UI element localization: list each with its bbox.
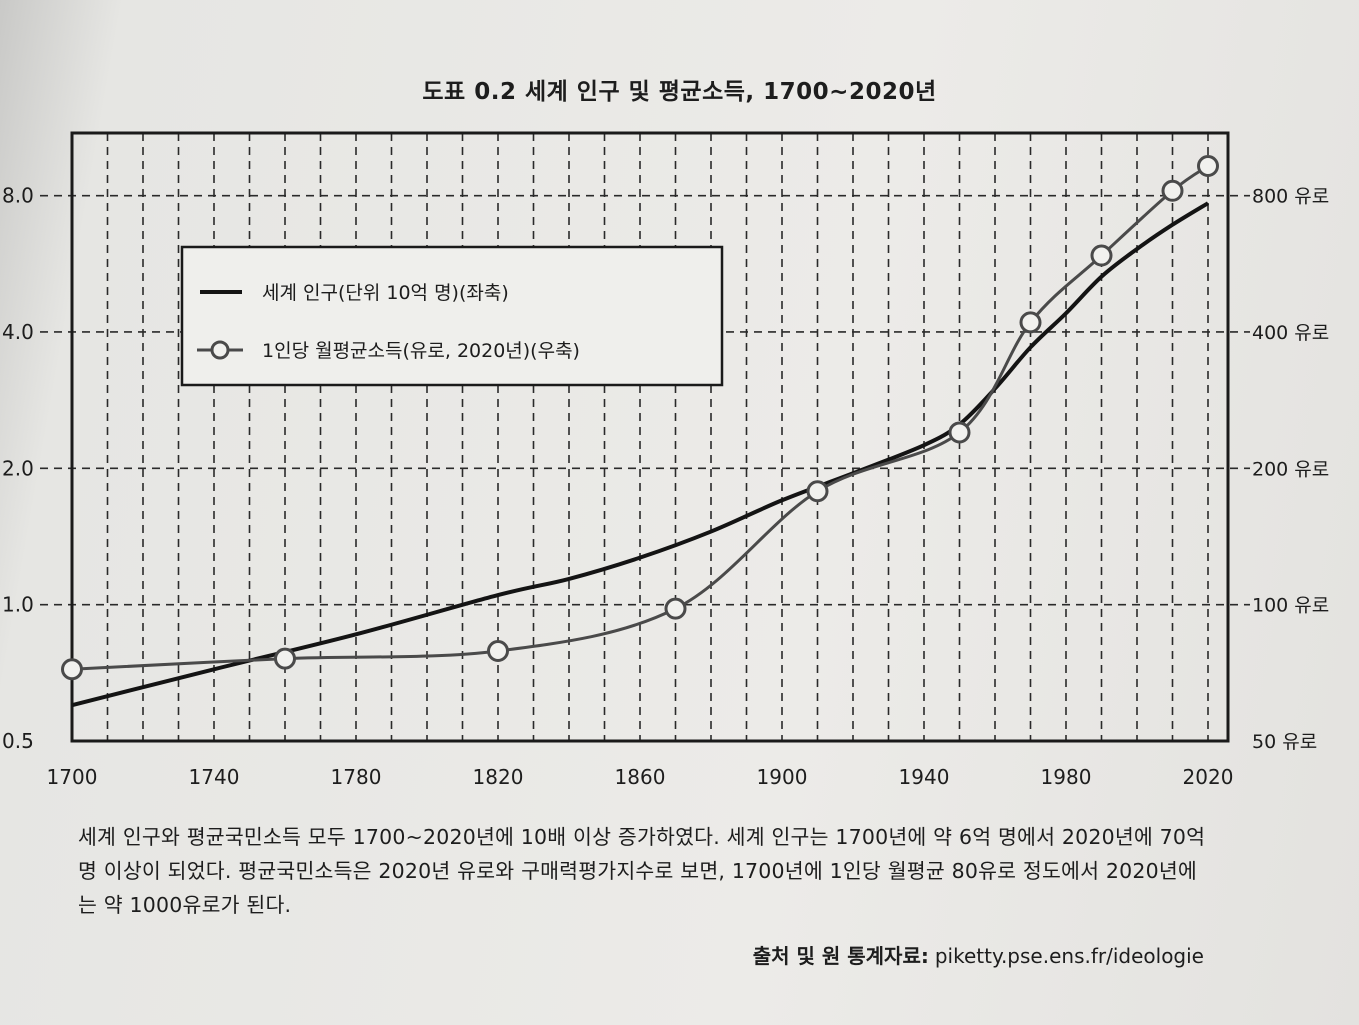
income-marker	[1019, 311, 1042, 334]
x-tick-label: 1940	[899, 765, 950, 789]
legend-marker-income	[210, 340, 230, 360]
figure-title: 도표 0.2 세계 인구 및 평균소득, 1700~2020년	[422, 79, 937, 105]
figure-caption: 세계 인구와 평균국민소득 모두 1700~2020년에 10배 이상 증가하였…	[78, 825, 1206, 917]
income-marker	[61, 658, 83, 681]
legend-box	[180, 245, 724, 387]
income-marker	[274, 647, 296, 670]
series-layer	[61, 155, 1219, 708]
income-marker	[1197, 155, 1219, 178]
income-marker	[1090, 244, 1113, 267]
y-left-tick-label: 8.0	[2, 184, 34, 208]
x-tick-label: 1780	[331, 765, 382, 789]
source-note: 출처 및 원 통계자료: piketty.pse.ens.fr/ideologie	[753, 940, 1204, 969]
y-right-tick-label: 200 유로	[1252, 458, 1329, 480]
x-tick-label: 1900	[757, 765, 808, 789]
income-marker	[487, 640, 509, 663]
income-marker	[948, 421, 971, 444]
y-right-tick-label: 100 유로	[1252, 595, 1329, 617]
y-right-tick-label: 800 유로	[1252, 186, 1329, 208]
y-right-tick-label: 50 유로	[1252, 731, 1317, 753]
source-label: 출처 및 원 통계자료:	[752, 944, 929, 968]
income-marker	[664, 597, 687, 620]
y-left-tick-label: 4.0	[2, 320, 34, 344]
source-url: piketty.pse.ens.fr/ideologie	[934, 944, 1204, 968]
x-tick-label: 1980	[1041, 765, 1092, 789]
x-tick-label: 1860	[615, 765, 666, 789]
x-tick-label: 1820	[473, 765, 524, 789]
x-tick-label: 1740	[189, 765, 240, 789]
income-marker	[1161, 179, 1184, 202]
grid-lines	[40, 133, 1250, 741]
y-right-tick-label: 400 유로	[1252, 322, 1329, 344]
tick-labels: 0.5 1.0 2.0 4.0 8.0 50 유로 100 유로 200 유로 400 유로 80…	[2, 184, 1329, 789]
y-left-tick-label: 2.0	[2, 456, 34, 480]
plot-frame	[70, 131, 1230, 743]
legend-label-income: 1인당 월평균소득(유로, 2020년)(우축)	[262, 340, 580, 362]
y-left-tick-label: 0.5	[2, 729, 34, 753]
income-marker	[806, 480, 829, 503]
x-tick-label: 1700	[47, 765, 98, 789]
x-tick-label: 2020	[1183, 765, 1234, 789]
y-left-tick-label: 1.0	[2, 593, 34, 617]
legend-label-population: 세계 인구(단위 10억 명)(좌축)	[262, 282, 509, 304]
legend: 세계 인구(단위 10억 명)(좌축) 1인당 월평균소득(유로, 2020년)…	[180, 245, 724, 387]
